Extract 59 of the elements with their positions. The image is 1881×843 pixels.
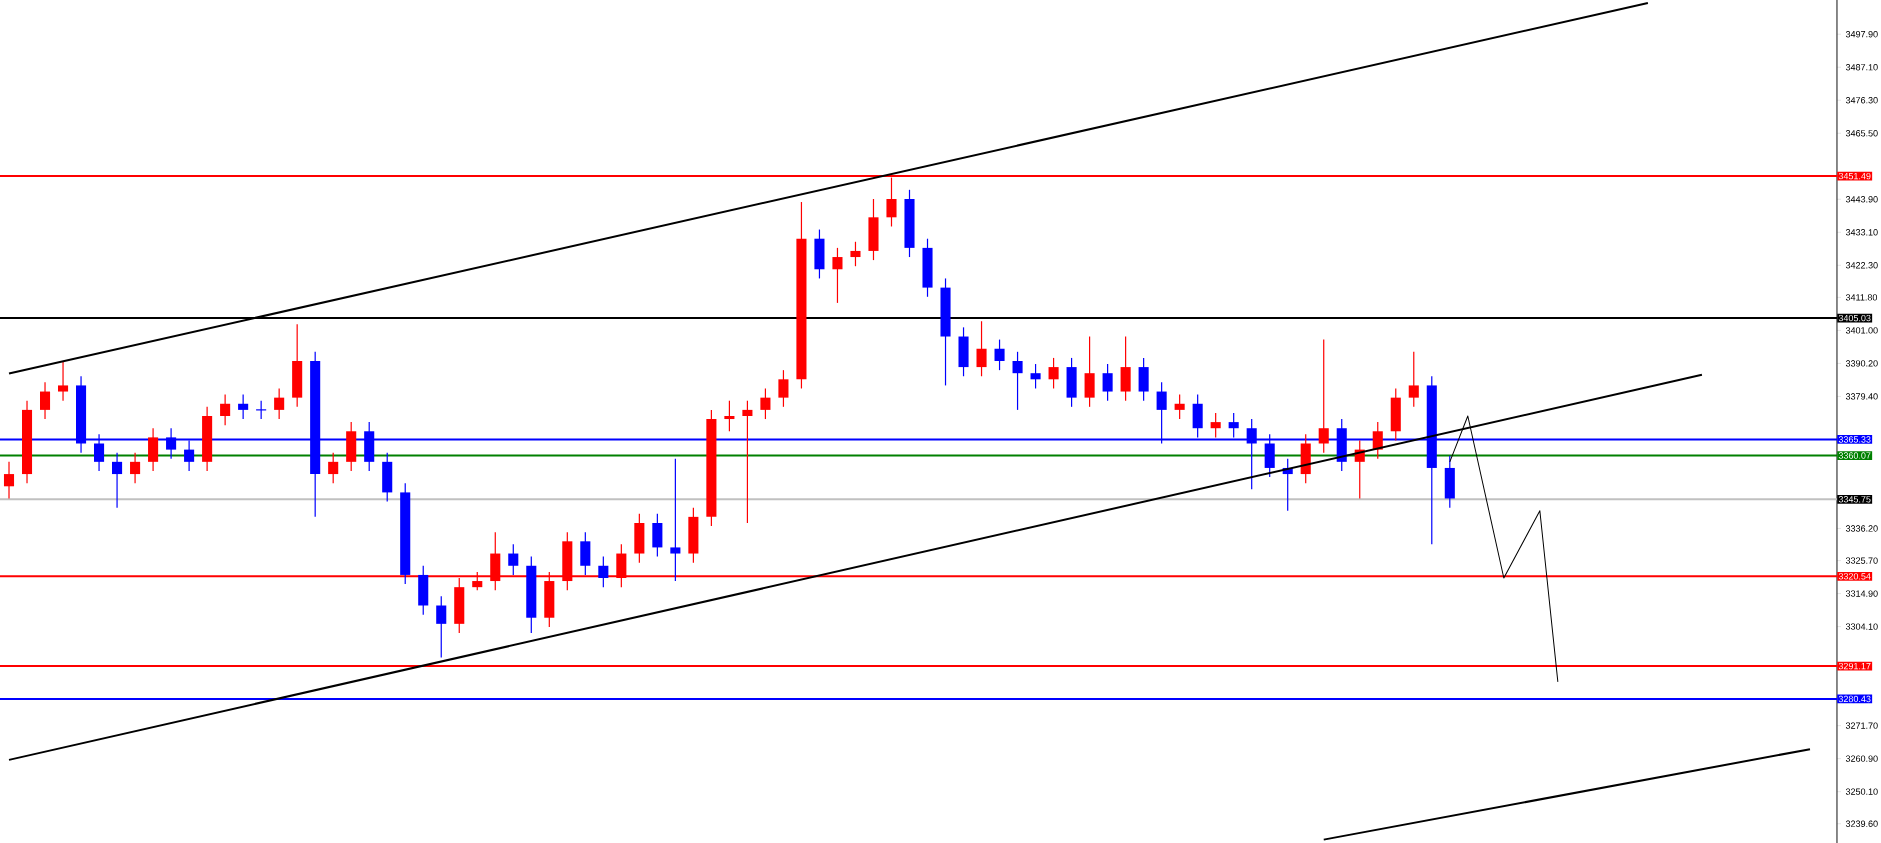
y-tick-label: 3443.90 bbox=[1845, 196, 1878, 203]
candlestick bbox=[1102, 363, 1113, 402]
ref-line-label: 3360.07 bbox=[1838, 452, 1871, 459]
y-tick-label: 3390.20 bbox=[1845, 360, 1878, 367]
candlestick bbox=[598, 556, 609, 588]
candlestick bbox=[742, 400, 753, 524]
ref-line-label: 3291.17 bbox=[1838, 662, 1871, 670]
candlestick bbox=[1030, 363, 1041, 390]
ref-line-label: 3451.49 bbox=[1838, 172, 1871, 180]
ref-line-label: 3280.43 bbox=[1838, 695, 1871, 703]
y-tick-label: 3411.80 bbox=[1845, 294, 1878, 301]
candlestick bbox=[670, 458, 681, 582]
candlestick bbox=[328, 452, 339, 484]
candlestick bbox=[1210, 412, 1221, 438]
y-tick-label: 3271.70 bbox=[1845, 722, 1878, 729]
y-tick-label: 3260.90 bbox=[1845, 755, 1878, 762]
candlestick bbox=[724, 400, 735, 432]
y-tick-label: 3497.90 bbox=[1845, 31, 1878, 38]
y-tick-label: 3304.10 bbox=[1845, 623, 1878, 630]
y-tick-label: 3422.30 bbox=[1845, 262, 1878, 269]
ref-line-label: 3365.33 bbox=[1838, 436, 1871, 443]
candlestick bbox=[1174, 394, 1185, 420]
candlestick bbox=[220, 394, 231, 426]
line-series bbox=[1449, 415, 1559, 683]
candlestick bbox=[3, 461, 15, 500]
y-tick-label: 3325.70 bbox=[1845, 557, 1878, 564]
candlestick bbox=[112, 452, 123, 509]
ref-line-label: 3345.75 bbox=[1838, 496, 1871, 503]
candlestick bbox=[778, 369, 789, 408]
candlestick bbox=[274, 387, 285, 420]
candlestick bbox=[39, 381, 51, 420]
candlestick bbox=[57, 360, 69, 402]
y-tick-label: 3487.10 bbox=[1845, 64, 1878, 71]
candlestick bbox=[976, 320, 987, 377]
candlestick bbox=[1408, 351, 1419, 408]
candlestick bbox=[238, 394, 249, 420]
candlestick bbox=[436, 595, 447, 659]
candlestick bbox=[832, 247, 843, 304]
candlestick bbox=[1012, 351, 1023, 411]
y-tick-label: 3465.50 bbox=[1845, 130, 1878, 137]
candlestick bbox=[130, 452, 141, 484]
y-tick-label: 3239.60 bbox=[1845, 820, 1878, 827]
ref-line-label: 3320.54 bbox=[1838, 573, 1871, 580]
candlestick bbox=[508, 543, 519, 576]
y-tick-label: 3433.10 bbox=[1845, 229, 1878, 236]
candlestick bbox=[994, 338, 1005, 371]
candlestick bbox=[1372, 421, 1383, 460]
y-tick-label: 3250.10 bbox=[1845, 788, 1878, 795]
candlestick bbox=[1048, 357, 1059, 390]
y-tick-label: 3314.90 bbox=[1845, 590, 1878, 597]
candlestick bbox=[850, 241, 861, 267]
y-tick-label: 3476.30 bbox=[1845, 97, 1878, 104]
y-tick-label: 3336.20 bbox=[1845, 525, 1878, 532]
ref-line-label: 3405.03 bbox=[1838, 314, 1871, 322]
candlestick bbox=[255, 400, 267, 420]
candlestick bbox=[760, 387, 771, 420]
y-tick-label: 3401.00 bbox=[1845, 327, 1878, 334]
candlestick bbox=[1318, 338, 1329, 454]
y-tick-label: 3379.40 bbox=[1845, 393, 1878, 400]
